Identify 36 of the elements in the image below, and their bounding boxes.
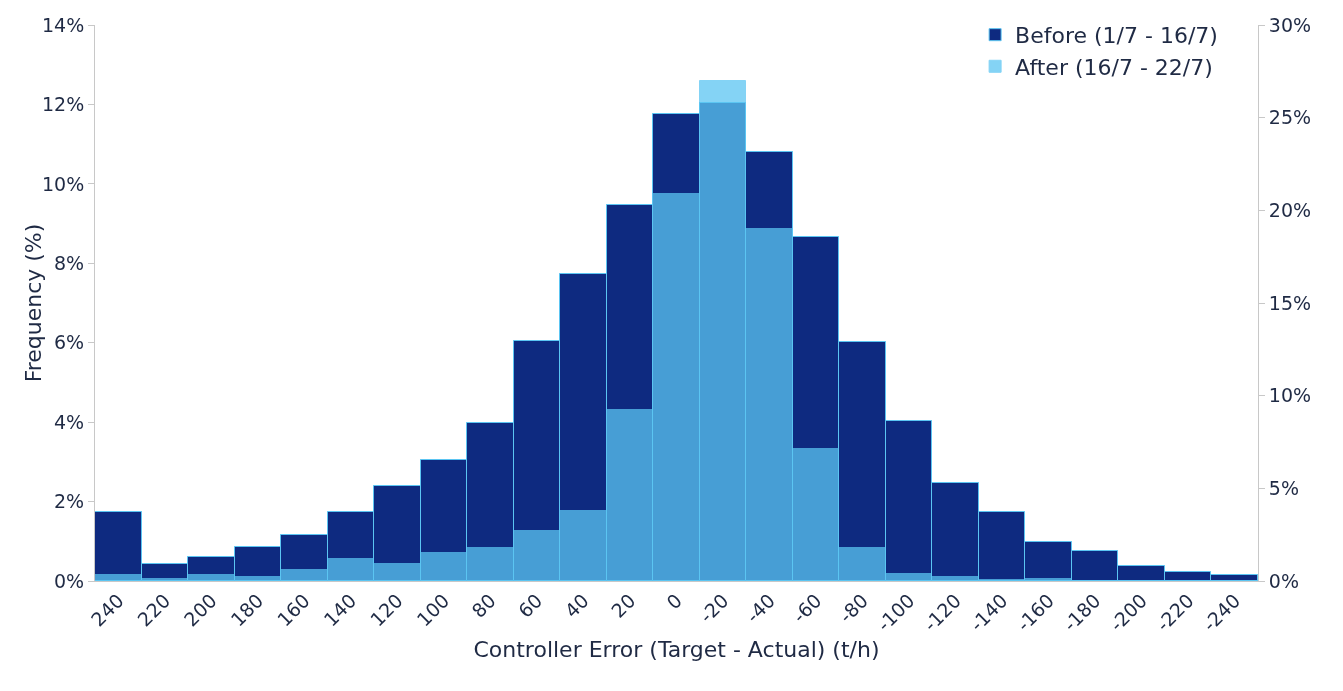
x-tick-label: -20 [695,589,733,627]
x-tick-label: -60 [788,589,826,627]
y2-tick-label: 5% [1268,476,1299,499]
y-tick-label: 12% [41,93,85,116]
y2-tick-label: 20% [1268,198,1312,221]
x-tick-label: 0 [661,589,687,614]
y-tick-label: 10% [41,172,85,195]
y2-tick-label: 25% [1268,106,1312,129]
x-tick-label: 240 [86,589,128,631]
x-tick-label: 60 [513,589,547,622]
x-tick-label: 160 [272,589,314,631]
legend-label: Before (1/7 - 16/7) [1015,23,1218,49]
x-tick-label: 120 [365,589,407,631]
x-tick-label: 220 [133,589,175,631]
x-tick-label: 100 [412,589,454,631]
y2-tick-label: 0% [1268,569,1299,592]
y-tick-label: 2% [54,490,85,513]
x-tick-label: 180 [226,589,268,631]
y2-tick-label: 10% [1268,384,1312,407]
x-tick-label: 140 [319,589,361,631]
x-tick-label: 40 [560,589,594,622]
x-tick-label: -40 [741,589,780,627]
x-tick-label: 20 [606,589,640,622]
legend-label: After (16/7 - 22/7) [1015,54,1213,80]
y-tick-label: 8% [54,251,85,274]
y-tick-label: 6% [54,331,85,354]
x-tick-label: 80 [467,589,500,622]
x-axis-title: Controller Error (Target - Actual) (t/h) [473,637,880,663]
y-tick-label: 4% [54,410,85,433]
y-tick-label: 14% [41,13,85,36]
y2-tick-label: 30% [1268,13,1312,36]
x-tick-label: -80 [834,589,873,627]
y2-tick-label: 15% [1268,291,1312,314]
y-axis-title: Frequency (%) [21,223,46,383]
x-tick-label: 200 [179,589,221,631]
y-tick-label: 0% [54,569,85,592]
